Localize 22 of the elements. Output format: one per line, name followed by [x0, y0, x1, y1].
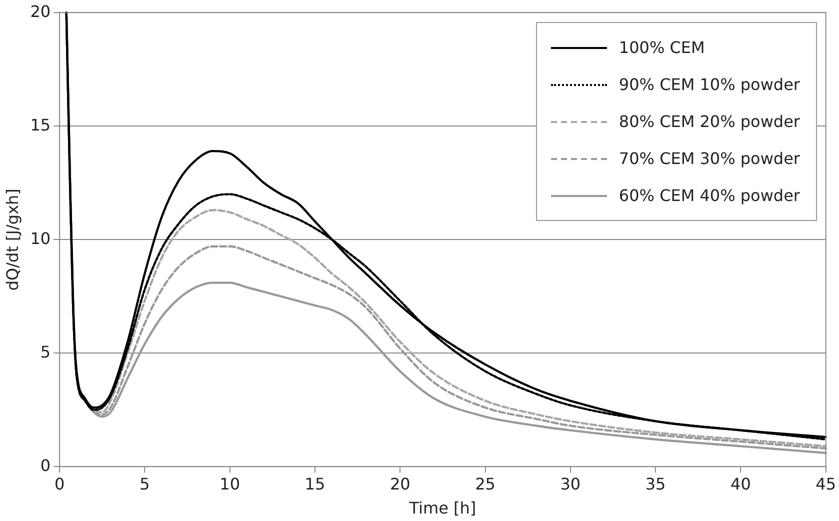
x-tick-label: 40 [730, 474, 751, 494]
x-tick-label: 10 [220, 474, 240, 494]
x-tick-label: 30 [560, 474, 581, 494]
y-tick-label: 5 [40, 342, 51, 362]
y-tick-label: 20 [30, 2, 51, 21]
legend-label: 100% CEM [618, 38, 705, 57]
y-tick-label: 15 [30, 115, 51, 134]
x-tick-label: 25 [475, 474, 496, 494]
y-axis-title: dQ/dt [J/gxh] [2, 188, 22, 291]
x-tick-label: 45 [816, 474, 836, 494]
x-tick-label: 35 [645, 474, 666, 494]
x-tick-label: 0 [54, 474, 65, 494]
x-tick-label: 15 [304, 474, 326, 494]
legend-label: 70% CEM 30% powder [618, 149, 800, 168]
y-tick-label: 10 [30, 228, 51, 248]
y-tick-label: 0 [40, 456, 51, 475]
x-tick-label: 5 [140, 474, 150, 494]
legend-label: 60% CEM 40% powder [618, 186, 800, 205]
x-axis-title: Time [h] [408, 498, 476, 518]
legend-label: 80% CEM 20% powder [618, 112, 800, 131]
legend-label: 90% CEM 10% powder [618, 75, 800, 94]
x-tick-label: 20 [390, 474, 410, 494]
